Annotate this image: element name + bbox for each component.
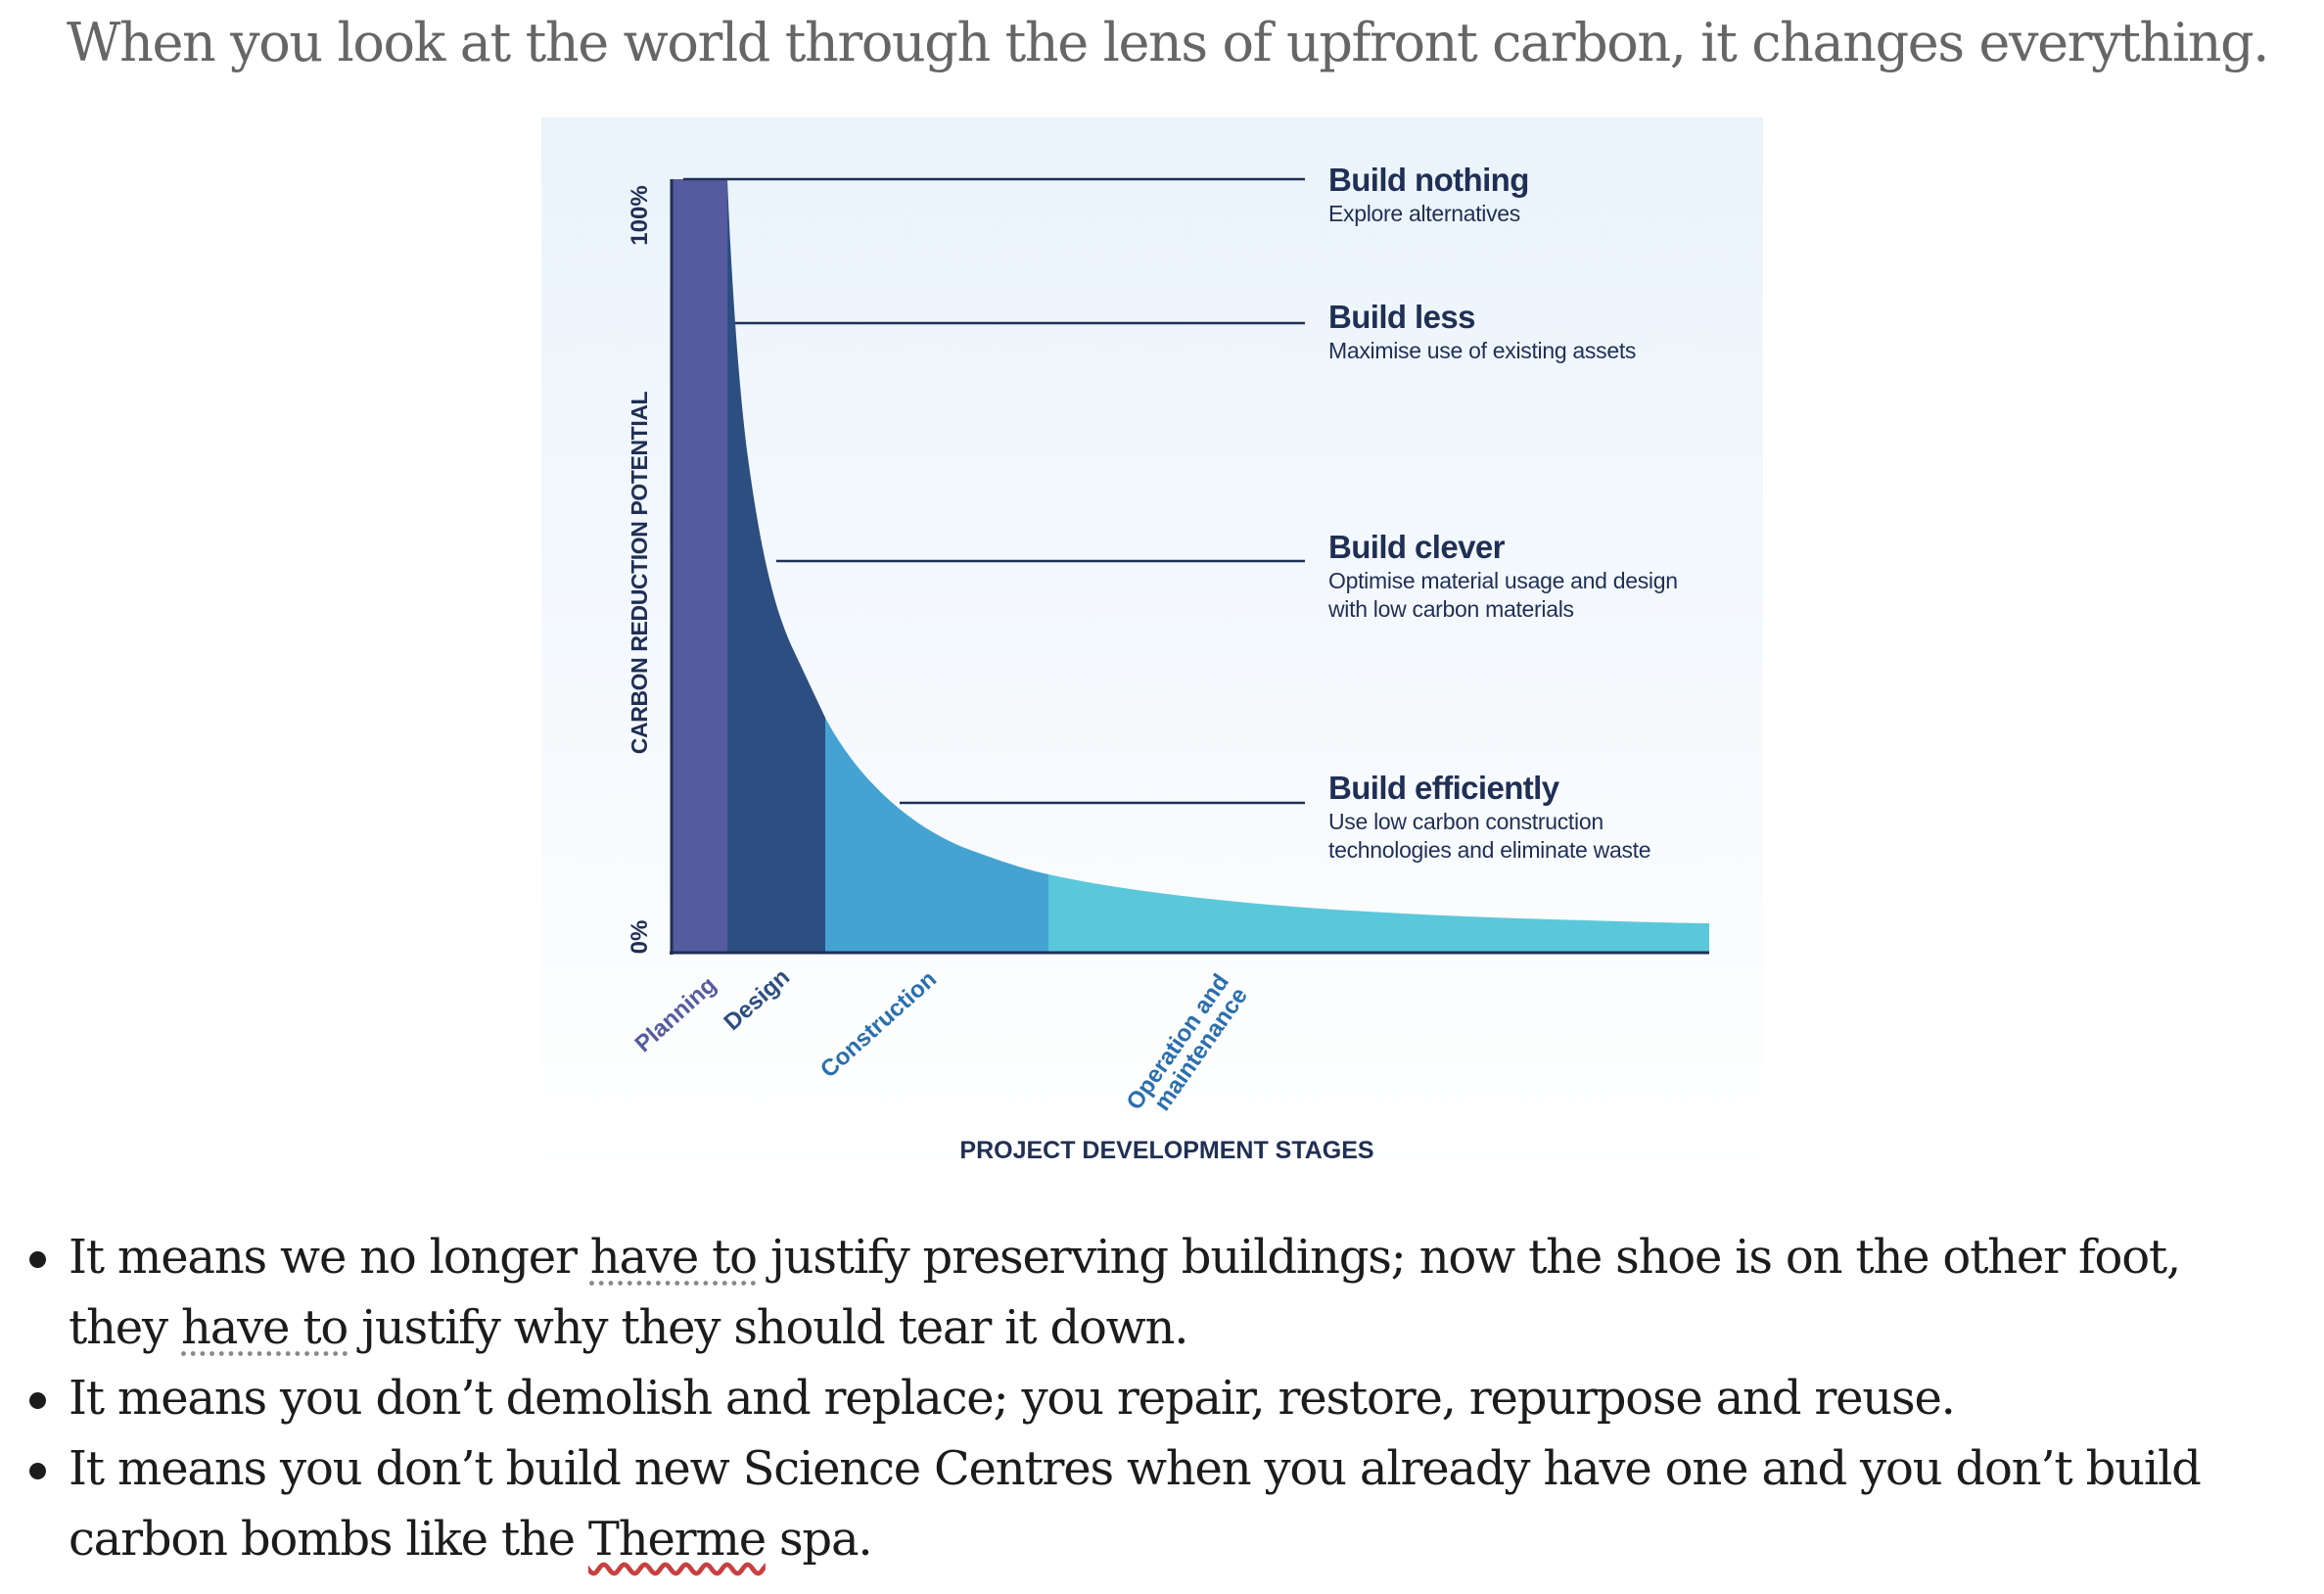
strategy-desc-build-less: Maximise use of existing assets bbox=[1328, 338, 1636, 363]
bullet-item-2: It means you don’t demolish and replace;… bbox=[29, 1363, 2301, 1433]
bullet-item-3: It means you don’t build new Science Cen… bbox=[29, 1433, 2301, 1574]
bullet-3-text-b: carbon bombs like the bbox=[69, 1512, 588, 1567]
strategy-title-build-less: Build less bbox=[1328, 299, 1475, 335]
construction-area bbox=[825, 718, 1048, 953]
planning-area bbox=[672, 179, 727, 953]
bullet-1-text-a: It means we no longer bbox=[69, 1230, 590, 1285]
bullet-1-text-b: justify preserving buildings; now the sh… bbox=[756, 1230, 2181, 1285]
operation-area bbox=[1048, 874, 1709, 953]
y-tick-0: 0% bbox=[627, 920, 653, 955]
bullet-dot bbox=[29, 1463, 46, 1479]
design-area bbox=[727, 179, 825, 953]
bullet-dot bbox=[29, 1392, 46, 1409]
strategy-desc-build-clever-1: Optimise material usage and design bbox=[1328, 568, 1678, 593]
carbon-reduction-diagram: Build nothing Explore alternatives Build… bbox=[541, 117, 1763, 1183]
strategy-title-build-clever: Build clever bbox=[1328, 529, 1506, 565]
bullet-3-text-a: It means you don’t build new Science Cen… bbox=[69, 1441, 2202, 1496]
bullet-1-text-d: justify why they should tear it down. bbox=[348, 1300, 1188, 1355]
strategy-desc-build-nothing: Explore alternatives bbox=[1328, 201, 1520, 226]
y-axis-label: CARBON REDUCTION POTENTIAL bbox=[627, 391, 652, 754]
bullet-3-text-c: spa. bbox=[765, 1512, 873, 1567]
bullet-1-emphasis-b: have to bbox=[181, 1300, 349, 1355]
page-heading: When you look at the world through the l… bbox=[67, 12, 2269, 73]
strategy-title-build-efficiently: Build efficiently bbox=[1328, 770, 1560, 806]
bullet-1-text-c: they bbox=[69, 1300, 181, 1355]
x-axis-label: PROJECT DEVELOPMENT STAGES bbox=[959, 1137, 1373, 1164]
strategy-desc-build-efficiently-2: technologies and eliminate waste bbox=[1328, 837, 1650, 863]
bullet-list: It means we no longer have to justify pr… bbox=[29, 1222, 2301, 1574]
strategy-desc-build-clever-2: with low carbon materials bbox=[1327, 596, 1574, 622]
bullet-1-emphasis-a: have to bbox=[589, 1230, 758, 1285]
strategy-desc-build-efficiently-1: Use low carbon construction bbox=[1328, 809, 1604, 834]
y-tick-100: 100% bbox=[627, 185, 653, 245]
bullet-dot bbox=[29, 1251, 46, 1268]
bullet-3-spellcheck-word: Therme bbox=[587, 1512, 767, 1567]
strategy-title-build-nothing: Build nothing bbox=[1328, 162, 1529, 198]
bullet-item-1: It means we no longer have to justify pr… bbox=[29, 1222, 2301, 1363]
bullet-2-text: It means you don’t demolish and replace;… bbox=[69, 1371, 1956, 1426]
